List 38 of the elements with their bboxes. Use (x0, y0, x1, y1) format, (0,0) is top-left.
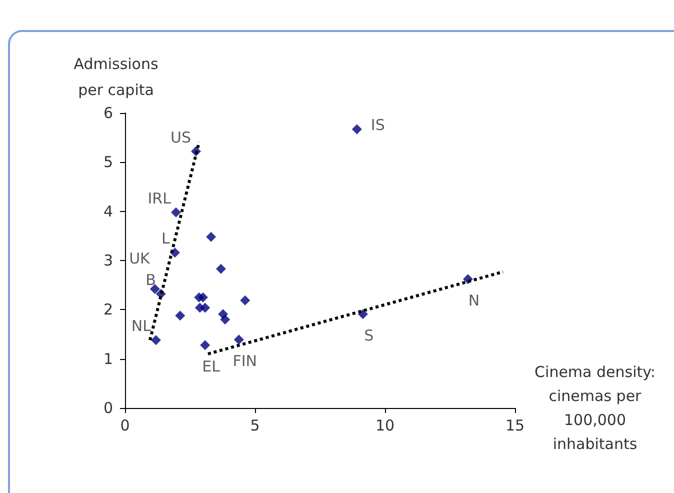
annotation: IRL (148, 189, 172, 208)
x-axis-title: Cinema density: cinemas per 100,000 inhabitants (534, 363, 656, 453)
point (216, 264, 226, 274)
x-tick-label: 15 (505, 416, 525, 434)
annotation: IS (370, 116, 385, 134)
point (200, 340, 210, 350)
point (220, 314, 230, 324)
point (175, 310, 186, 321)
annotation: N (468, 292, 480, 310)
point (170, 207, 181, 218)
annotation: NL (131, 317, 152, 336)
point (200, 302, 210, 313)
y-tick-label: 1 (103, 350, 113, 368)
y-tick-label: 5 (103, 153, 113, 172)
point (240, 295, 250, 306)
point (358, 309, 368, 320)
point (150, 335, 161, 346)
x-tick-label: 10 (375, 416, 395, 434)
annotation: S (364, 326, 374, 345)
annotation: B (146, 270, 156, 289)
y-tick-label: 3 (103, 252, 113, 270)
point (352, 124, 362, 134)
point (234, 334, 244, 345)
point (150, 284, 160, 294)
y-tick-label: 4 (103, 202, 113, 220)
annotation: US (170, 128, 191, 146)
x-tick-label: 0 (120, 416, 130, 434)
y-tick-label: 0 (103, 399, 113, 417)
annotation: L (162, 230, 171, 248)
point (206, 232, 216, 242)
y-tick-label: 6 (103, 104, 113, 122)
annotation: FIN (232, 352, 258, 370)
y-axis-title: Admissions per capita (74, 55, 158, 99)
x-tick-label: 5 (250, 416, 260, 434)
point (198, 292, 208, 302)
annotation: EL (202, 358, 221, 376)
annotation: UK (129, 249, 152, 268)
y-tick-label: 2 (103, 300, 113, 319)
